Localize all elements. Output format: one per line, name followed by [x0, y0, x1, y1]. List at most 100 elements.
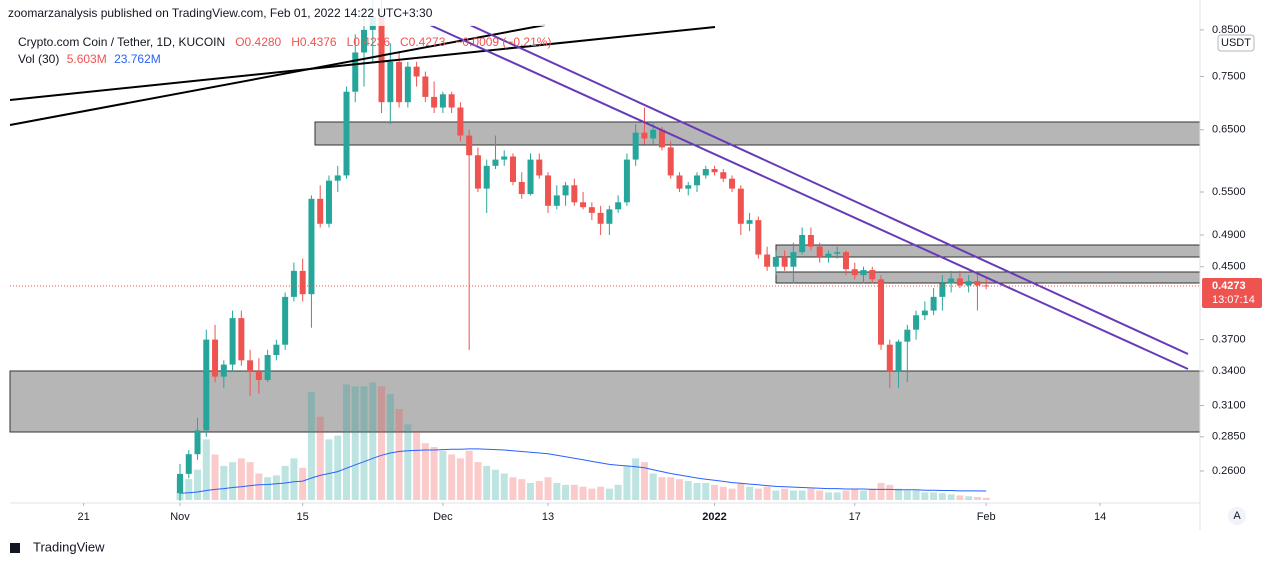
volume-bar: [220, 465, 228, 500]
candle-body: [527, 159, 534, 195]
candle-body: [361, 29, 368, 53]
volume-bar: [553, 482, 561, 500]
candle-body: [588, 207, 595, 213]
candle-body: [904, 329, 911, 342]
candle-body: [851, 269, 858, 276]
volume-bar: [763, 486, 771, 500]
candle-body: [939, 283, 946, 297]
candle-body: [913, 315, 920, 330]
volume-bar: [579, 486, 587, 500]
header-bg: [0, 0, 1280, 26]
candle-body: [212, 339, 219, 377]
volume-value: 5.603M: [66, 52, 107, 66]
legend-item: −0.0009 (−0.21%): [455, 35, 552, 49]
trendline: [429, 24, 1189, 370]
candle-body: [641, 132, 648, 139]
candle-body: [807, 235, 814, 247]
auto-scale-button[interactable]: [1228, 507, 1246, 525]
candle-body: [501, 156, 508, 160]
volume-bar: [360, 386, 368, 500]
volume-title: Vol (30): [18, 52, 60, 66]
volume-pane: [176, 382, 990, 500]
trendline: [469, 24, 1189, 355]
volume-bar: [938, 493, 946, 500]
x-tick-label: 14: [1094, 511, 1106, 523]
currency[interactable]: USDT: [1221, 37, 1251, 49]
y-tick-label: 0.2600: [1212, 465, 1246, 477]
volume-bar: [649, 473, 657, 500]
volume-bar: [483, 465, 491, 500]
x-tick-label: 2022: [702, 511, 726, 523]
volume-bar: [684, 481, 692, 500]
candle-body: [632, 132, 639, 160]
volume-bar: [754, 488, 762, 500]
candle-body: [667, 147, 674, 176]
candle-body: [720, 172, 727, 179]
candle-body: [746, 220, 753, 224]
candle-body: [343, 91, 350, 176]
candle-body: [536, 159, 543, 176]
candle-body: [685, 185, 692, 189]
volume-bar: [194, 469, 202, 500]
candle-body: [422, 76, 429, 97]
candle-body: [834, 252, 841, 254]
x-tick-label: Nov: [170, 511, 190, 523]
symbol-legend: Crypto.com Coin / Tether, 1D, KUCOIN O0.4…: [18, 35, 559, 49]
x-tick-label: Dec: [433, 511, 453, 523]
volume-bar: [789, 490, 797, 500]
candle-body: [396, 61, 403, 103]
candle-body: [764, 254, 771, 267]
volume-bar: [413, 431, 421, 500]
candle-body: [387, 61, 394, 103]
volume-bar: [675, 479, 683, 500]
volume-bar: [439, 450, 447, 500]
y-tick-label: 0.5500: [1212, 186, 1246, 198]
volume-bar: [816, 490, 824, 500]
published-line: zoomarzanalysis published on TradingView…: [8, 6, 433, 20]
volume-bar: [947, 494, 955, 500]
volume-bar: [640, 462, 648, 500]
candle-body: [509, 156, 516, 182]
candle-body: [308, 198, 315, 295]
candle-body: [623, 159, 630, 203]
currency-box[interactable]: [1217, 34, 1255, 52]
volume-bar: [229, 462, 237, 500]
volume-bar: [570, 484, 578, 500]
volume-bar: [737, 482, 745, 500]
candle-body: [185, 454, 192, 474]
candle-body: [571, 185, 578, 203]
candle-body: [983, 285, 990, 287]
candle-body: [194, 430, 201, 455]
legend-item: L0.4236: [346, 35, 390, 49]
volume-bar: [325, 439, 333, 500]
volume-bar: [430, 446, 438, 500]
candle-body: [203, 339, 210, 431]
volume-bar: [746, 486, 754, 500]
y-tick-label: 0.3100: [1212, 399, 1246, 411]
candle-body: [816, 246, 823, 257]
candle-body: [439, 94, 446, 108]
candle-body: [378, 16, 385, 103]
volume-bar: [474, 462, 482, 500]
x-tick-label: 21: [77, 511, 89, 523]
candle-body: [431, 96, 438, 108]
volume-bar: [386, 393, 394, 500]
volume-bar: [527, 482, 535, 500]
auto-scale-label[interactable]: A: [1233, 510, 1241, 522]
candle-body: [790, 252, 797, 267]
volume-bar: [702, 482, 710, 500]
volume-bar: [597, 486, 605, 500]
volume-bar: [895, 488, 903, 500]
candle-body: [895, 341, 902, 372]
resistance-zone: [314, 121, 1201, 146]
ohlc-legend: O0.4280 H0.4376 L0.4236 C0.4273 −0.0009 (−0.…: [229, 35, 555, 49]
candle-body: [948, 278, 955, 284]
volume-bar: [886, 484, 894, 500]
candle-body: [956, 278, 963, 286]
volume-bar: [807, 488, 815, 500]
x-tick-label: 15: [297, 511, 309, 523]
volume-bar: [378, 386, 386, 500]
volume-bar: [842, 490, 850, 500]
volume-bar: [509, 477, 517, 500]
